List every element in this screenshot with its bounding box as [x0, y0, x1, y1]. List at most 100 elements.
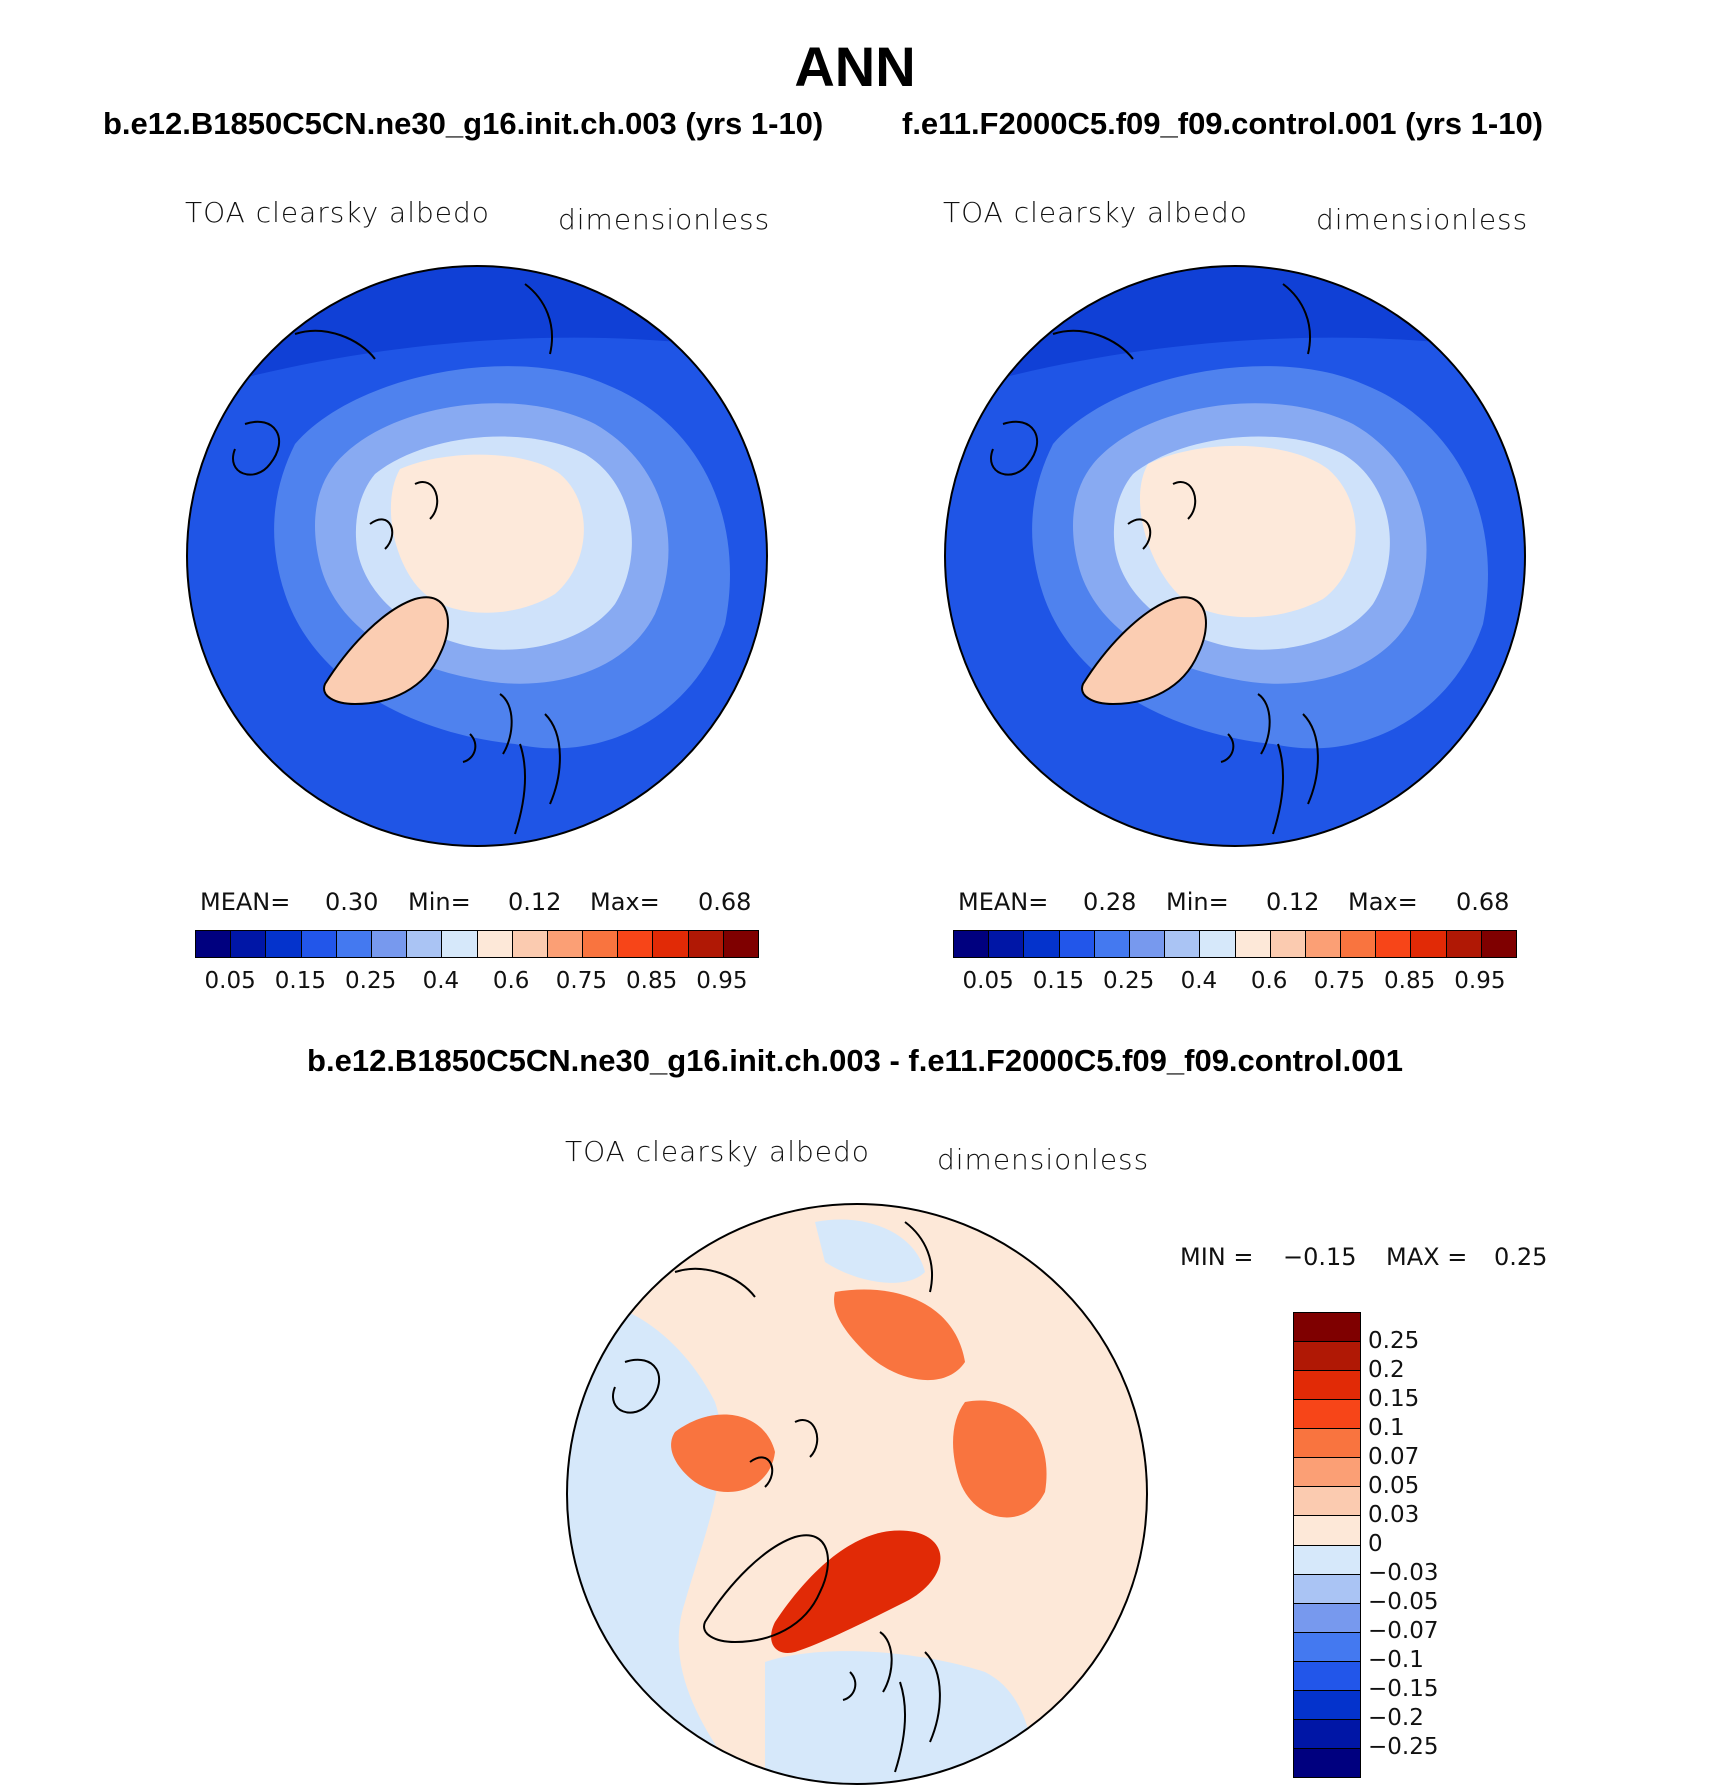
- colorbar-left: [195, 930, 759, 958]
- colorbar-tick-label: 0.85: [626, 968, 678, 994]
- mean-value-left: 0.30: [325, 888, 379, 916]
- polar-map-right: [944, 265, 1526, 847]
- colorbar-swatch: [1294, 1603, 1360, 1633]
- variable-label-right: TOA clearsky albedo: [943, 196, 1248, 229]
- colorbar-tick-label: 0.25: [345, 968, 397, 994]
- colorbar-swatch: [1294, 1748, 1360, 1777]
- colorbar-swatch: [266, 931, 302, 957]
- colorbar-tick-label: −0.15: [1368, 1676, 1439, 1702]
- negative-region-north: [815, 1219, 925, 1283]
- polar-map-difference: [566, 1203, 1148, 1785]
- colorbar-swatch: [653, 931, 689, 957]
- colorbar-swatch: [1294, 1661, 1360, 1691]
- colorbar-swatch: [1446, 931, 1482, 957]
- colorbar-tick-label: 0.25: [1368, 1328, 1420, 1354]
- positive-region-east: [953, 1400, 1047, 1518]
- positive-region-siberia: [834, 1289, 965, 1381]
- colorbar-swatch: [1294, 1632, 1360, 1662]
- min-label-left: Min=: [408, 888, 471, 916]
- diff-max-value: 0.25: [1494, 1243, 1548, 1271]
- colorbar-swatch: [231, 931, 267, 957]
- variable-label-left: TOA clearsky albedo: [185, 196, 490, 229]
- colorbar-tick-label: 0.15: [274, 968, 326, 994]
- colorbar-swatch: [688, 931, 724, 957]
- colorbar-swatch: [477, 931, 513, 957]
- colorbar-tick-label: 0.6: [492, 968, 530, 994]
- sea-ice-region: [390, 454, 584, 613]
- map-boundary: [944, 265, 1526, 847]
- colorbar-tick-label: 0.4: [1180, 968, 1218, 994]
- colorbar-swatch: [1200, 931, 1236, 957]
- max-label-left: Max=: [590, 888, 660, 916]
- diff-min-value: −0.15: [1283, 1243, 1357, 1271]
- greenland: [324, 597, 448, 704]
- colorbar-swatch: [1294, 1545, 1360, 1575]
- colorbar-tick-label: 0.07: [1368, 1444, 1420, 1470]
- colorbar-tick-label: −0.03: [1368, 1560, 1439, 1586]
- colorbar-swatch: [1294, 1400, 1360, 1430]
- greenland: [1082, 597, 1206, 704]
- colorbar-tick-label: −0.05: [1368, 1589, 1439, 1615]
- mean-label-left: MEAN=: [200, 888, 291, 916]
- colorbar-swatch: [1376, 931, 1412, 957]
- mean-value-right: 0.28: [1083, 888, 1137, 916]
- colorbar-ticks-left: 0.05 0.15 0.25 0.4 0.6 0.75 0.85 0.95: [195, 968, 757, 998]
- colorbar-tick-label: 0.2: [1368, 1357, 1405, 1383]
- colorbar-tick-label: 0.25: [1103, 968, 1155, 994]
- colorbar-swatch: [583, 931, 619, 957]
- colorbar-tick-label: 0.03: [1368, 1502, 1420, 1528]
- max-label-right: Max=: [1348, 888, 1418, 916]
- colorbar-swatch: [1129, 931, 1166, 957]
- units-label-diff: dimensionless: [937, 1143, 1150, 1176]
- colorbar-swatch: [618, 931, 654, 957]
- colorbar-tick-label: 0.05: [204, 968, 256, 994]
- difference-title: b.e12.B1850C5CN.ne30_g16.init.ch.003 - f…: [307, 1043, 1403, 1078]
- colorbar-swatch: [196, 931, 232, 957]
- colorbar-swatch: [954, 931, 990, 957]
- colorbar-swatch: [1094, 931, 1130, 957]
- units-label-left: dimensionless: [558, 203, 771, 236]
- coastlines: [232, 283, 561, 835]
- main-title: ANN: [794, 35, 916, 98]
- diff-max-label: MAX =: [1386, 1243, 1468, 1271]
- colorbar-tick-label: 0.95: [696, 968, 748, 994]
- colorbar-tick-label: 0.1: [1368, 1415, 1405, 1441]
- min-value-left: 0.12: [508, 888, 562, 916]
- map-boundary: [186, 265, 768, 847]
- colorbar-swatch: [442, 931, 478, 957]
- case-title-left: b.e12.B1850C5CN.ne30_g16.init.ch.003 (yr…: [103, 106, 824, 141]
- colorbar-tick-label: 0: [1368, 1531, 1383, 1557]
- colorbar-tick-label: 0.75: [1313, 968, 1365, 994]
- colorbar-swatch: [336, 931, 372, 957]
- colorbar-tick-label: 0.6: [1250, 968, 1288, 994]
- colorbar-tick-label: 0.05: [1368, 1473, 1420, 1499]
- colorbar-tick-label: 0.4: [422, 968, 460, 994]
- max-value-right: 0.68: [1456, 888, 1510, 916]
- colorbar-swatch: [1411, 931, 1447, 957]
- colorbar-swatch: [1294, 1342, 1360, 1372]
- variable-label-diff: TOA clearsky albedo: [565, 1135, 870, 1168]
- positive-region-archipelago: [671, 1414, 775, 1492]
- colorbar-swatch: [1341, 931, 1377, 957]
- colorbar-swatch: [407, 931, 443, 957]
- colorbar-tick-label: 0.95: [1454, 968, 1506, 994]
- max-value-left: 0.68: [698, 888, 752, 916]
- colorbar-swatch: [547, 931, 584, 957]
- colorbar-tick-label: 0.15: [1032, 968, 1084, 994]
- colorbar-swatch: [371, 931, 408, 957]
- positive-region-barents: [771, 1530, 941, 1653]
- colorbar-swatch: [1305, 931, 1342, 957]
- colorbar-swatch: [1481, 931, 1516, 957]
- colorbar-ticks-difference: 0.25 0.2 0.15 0.1 0.07 0.05 0.03 0 −0.03 −0.05 −0.…: [1368, 1312, 1488, 1776]
- colorbar-swatch: [1235, 931, 1271, 957]
- colorbar-tick-label: −0.2: [1368, 1705, 1424, 1731]
- colorbar-difference: [1293, 1312, 1361, 1778]
- colorbar-tick-label: −0.1: [1368, 1647, 1424, 1673]
- colorbar-swatch: [1059, 931, 1095, 957]
- units-label-right: dimensionless: [1316, 203, 1529, 236]
- colorbar-swatch: [1294, 1487, 1360, 1517]
- coastlines: [990, 283, 1319, 835]
- polar-map-left: [186, 265, 768, 847]
- colorbar-swatch: [1294, 1429, 1360, 1459]
- colorbar-swatch: [1024, 931, 1060, 957]
